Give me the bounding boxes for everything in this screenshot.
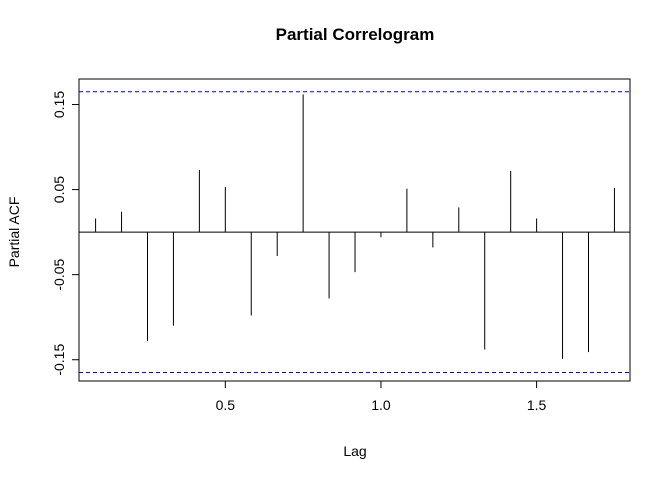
- chart-title: Partial Correlogram: [276, 25, 435, 44]
- chart-marks: 0.5 1.0 1.5 0.15 0.05 -0.05 -0.15: [51, 91, 630, 413]
- y-tick-label: 0.15: [51, 91, 67, 118]
- y-tick-label: 0.05: [51, 176, 67, 203]
- x-tick-label: 0.5: [216, 397, 236, 413]
- x-axis-label: Lag: [343, 443, 366, 459]
- y-tick-label: -0.15: [51, 344, 67, 376]
- x-tick-label: 1.5: [527, 397, 547, 413]
- y-tick-label: -0.05: [51, 258, 67, 290]
- y-axis-label: Partial ACF: [6, 197, 22, 268]
- x-tick-label: 1.0: [371, 397, 391, 413]
- plot-frame: [78, 78, 631, 382]
